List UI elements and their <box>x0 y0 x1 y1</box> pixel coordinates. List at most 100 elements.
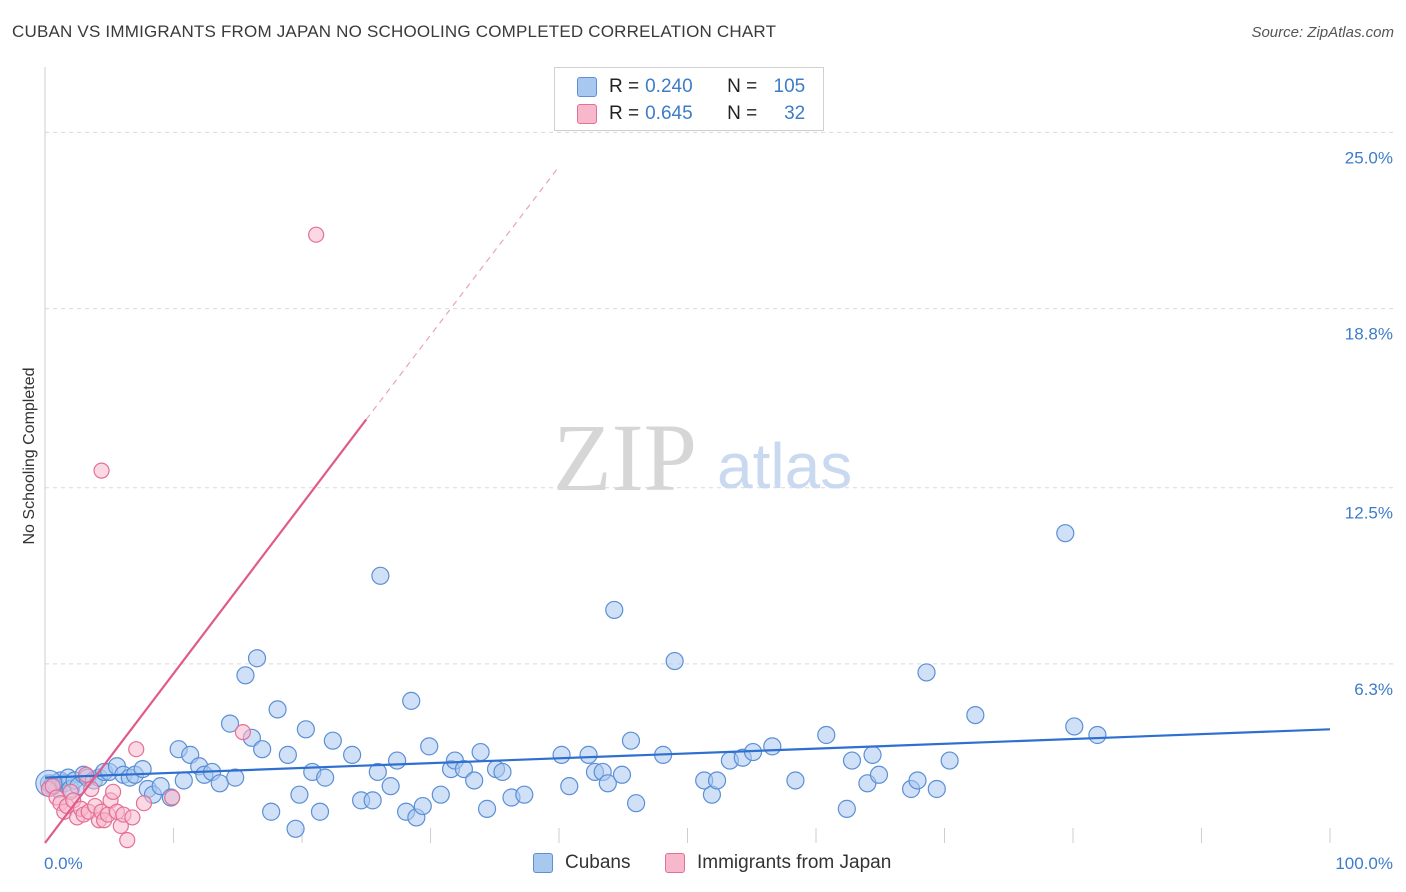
cubans-point <box>863 745 882 764</box>
chart-title: CUBAN VS IMMIGRANTS FROM JAPAN NO SCHOOL… <box>12 22 777 41</box>
cubans-point <box>368 762 387 782</box>
japan-point <box>164 789 181 806</box>
cubans-point <box>493 762 512 782</box>
legend-row-japan: R = 0.645 N = 32 <box>577 102 805 126</box>
legend-swatch-blue <box>533 853 553 873</box>
y-axis-label: No Schooling Completed <box>21 368 38 545</box>
legend-n-value: 32 <box>784 103 806 124</box>
cubans-point <box>316 768 335 787</box>
cubans-point <box>1088 725 1107 745</box>
cubans-point <box>707 771 727 790</box>
legend-n-label: N = <box>727 103 758 124</box>
source-label: Source: ZipAtlas.com <box>1251 24 1394 41</box>
cubans-point <box>665 651 684 671</box>
cubans-point <box>966 705 985 725</box>
legend-label-japan: Immigrants from Japan <box>697 852 892 873</box>
cubans-point <box>940 751 959 770</box>
series-legend: Cubans Immigrants from Japan <box>0 852 1406 878</box>
cubans-point <box>268 700 287 719</box>
cubans-point <box>343 745 362 764</box>
cubans-point <box>465 771 484 790</box>
y-tick-labels: 6.3% 12.5% 18.8% 25.0% <box>1345 148 1393 699</box>
japan-trend-extension <box>365 166 560 420</box>
cubans-point <box>236 666 255 685</box>
legend-swatch-pink <box>577 104 597 124</box>
trend-lines <box>44 166 1331 844</box>
cubans-point <box>763 737 782 756</box>
japan-point <box>308 226 325 243</box>
cubans-point <box>286 819 305 838</box>
legend-label-cubans: Cubans <box>565 852 631 873</box>
cubans-point <box>371 566 390 585</box>
cubans-point <box>477 799 497 818</box>
japan-point <box>93 462 110 479</box>
legend-r-label: R = <box>609 76 640 97</box>
cubans-trend-line <box>44 728 1331 779</box>
cubans-point <box>296 720 315 739</box>
grid-lines <box>45 131 1395 665</box>
cubans-point <box>869 765 889 784</box>
legend-n-value: 105 <box>773 76 806 97</box>
cubans-point <box>381 777 400 796</box>
cubans-point <box>323 731 342 750</box>
x-tick-labels: 0.0% 100.0% <box>44 854 1393 873</box>
legend-swatch-pink <box>665 853 685 873</box>
cubans-point <box>560 777 579 796</box>
y-tick-label: 12.5% <box>1345 504 1393 523</box>
cubans-point <box>817 725 836 745</box>
cubans-point <box>151 777 170 796</box>
cubans-point <box>413 796 432 816</box>
cubans-point <box>1056 524 1075 543</box>
cubans-point <box>471 742 490 762</box>
legend-item-cubans[interactable]: Cubans <box>533 852 631 874</box>
legend-r-value: 0.645 <box>645 103 693 124</box>
cubans-point <box>908 771 927 790</box>
legend-row-cubans: R = 0.240 N = 105 <box>577 75 805 99</box>
cubans-point <box>262 802 281 821</box>
x-tick-marks <box>44 828 1331 843</box>
cubans-point <box>598 774 617 793</box>
x-tick-label: 0.0% <box>44 854 83 873</box>
cubans-point <box>552 745 571 764</box>
japan-point <box>234 724 251 741</box>
japan-point <box>119 832 136 849</box>
y-tick-label: 18.8% <box>1345 325 1393 344</box>
cubans-point <box>226 768 245 787</box>
cubans-point <box>290 785 309 804</box>
japan-trend-line <box>44 418 368 844</box>
cubans-point <box>454 759 474 779</box>
stats-legend: R = 0.240 N = 105 R = 0.645 N = 32 <box>554 67 824 131</box>
legend-r-label: R = <box>609 103 640 124</box>
cubans-point <box>278 745 297 764</box>
y-tick-label: 6.3% <box>1354 680 1393 699</box>
japan-point <box>128 741 145 758</box>
legend-swatch-blue <box>577 77 597 97</box>
cubans-point <box>612 765 632 784</box>
cubans-point <box>310 802 330 821</box>
cubans-point <box>363 791 382 810</box>
cubans-point <box>253 740 272 759</box>
cubans-point <box>917 663 936 682</box>
watermark-atlas: atlas <box>717 430 852 502</box>
cubans-point <box>220 714 240 733</box>
y-tick-label: 25.0% <box>1345 148 1393 167</box>
cubans-point <box>247 649 267 668</box>
cubans-point <box>605 600 624 620</box>
legend-item-japan[interactable]: Immigrants from Japan <box>665 852 891 874</box>
legend-n-label: N = <box>727 76 758 97</box>
cubans-point <box>515 785 534 804</box>
japan-point <box>105 783 122 800</box>
cubans-point <box>210 774 229 793</box>
cubans-point <box>626 794 646 813</box>
cubans-points <box>35 524 1107 838</box>
cubans-point <box>420 737 439 756</box>
japan-point <box>135 795 153 812</box>
cubans-point <box>174 771 193 790</box>
cubans-point <box>387 751 407 770</box>
cubans-point <box>402 691 421 710</box>
cubans-point <box>786 771 805 790</box>
cubans-point <box>1065 717 1084 736</box>
cubans-point <box>431 785 450 804</box>
legend-r-value: 0.240 <box>645 76 693 97</box>
